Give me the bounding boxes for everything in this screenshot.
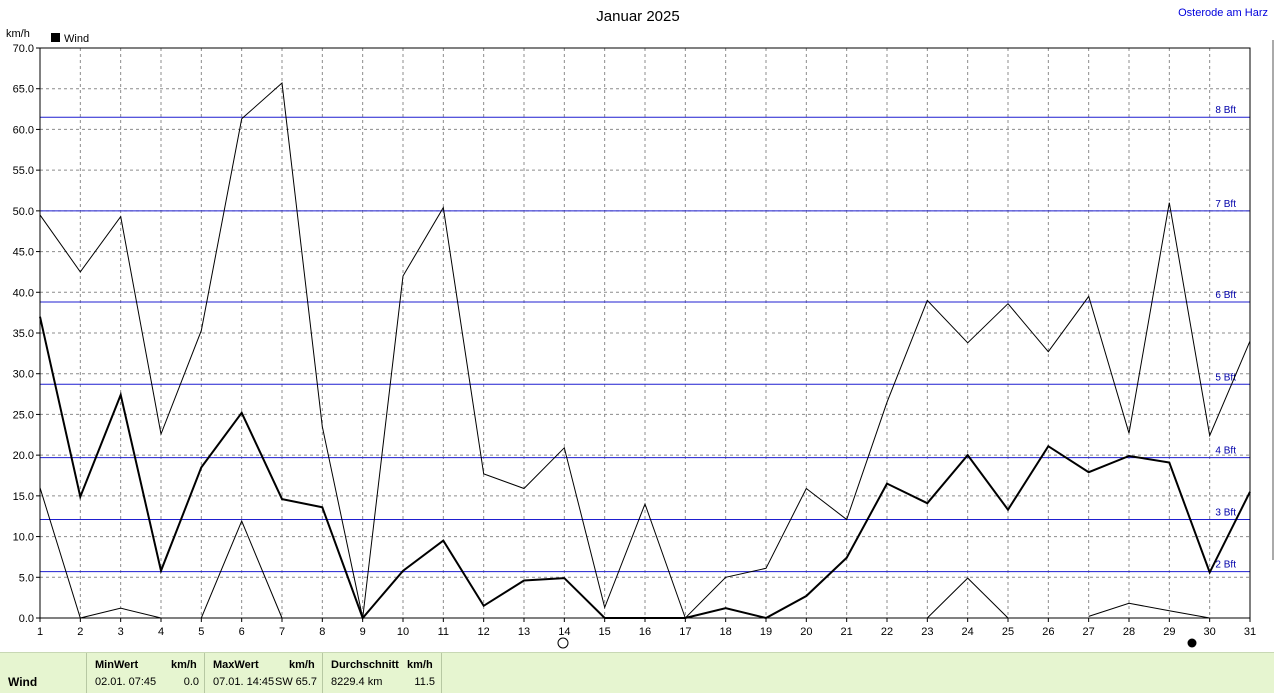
- stats-row-label: Wind: [8, 675, 38, 689]
- x-tick-label: 26: [1042, 626, 1054, 638]
- max-value: 65.7: [295, 676, 317, 688]
- min-line: [926, 577, 1009, 619]
- beaufort-label: 2 Bft: [1215, 560, 1236, 571]
- x-tick-label: 30: [1204, 626, 1216, 638]
- max-header: MaxWert: [213, 659, 259, 671]
- y-tick-label: 45.0: [13, 247, 34, 259]
- x-tick-label: 28: [1123, 626, 1135, 638]
- y-tick-label: 55.0: [13, 165, 34, 177]
- y-tick-label: 35.0: [13, 328, 34, 340]
- y-tick-label: 40.0: [13, 287, 34, 299]
- x-tick-label: 15: [599, 626, 611, 638]
- beaufort-label: 5 Bft: [1215, 372, 1236, 383]
- chart-title: Januar 2025: [596, 8, 679, 25]
- avg-header: Durchschnitt: [331, 659, 399, 671]
- y-tick-label: 25.0: [13, 409, 34, 421]
- min-unit: km/h: [171, 659, 197, 671]
- min-datetime: 02.01. 07:45: [95, 676, 157, 688]
- x-tick-label: 8: [319, 626, 325, 638]
- y-tick-label: 10.0: [13, 532, 34, 544]
- x-tick-label: 6: [239, 626, 245, 638]
- max-direction: SW: [275, 676, 293, 688]
- wind-chart: Januar 2025 Osterode am Harz km/h Wind 2…: [6, 7, 1274, 649]
- x-tick-label: 10: [397, 626, 409, 638]
- y-tick-label: 60.0: [13, 124, 34, 136]
- station-name: Osterode am Harz: [1178, 7, 1268, 19]
- y-tick-label: 70.0: [13, 43, 34, 55]
- series-max: [39, 81, 1251, 619]
- x-tick-label: 13: [518, 626, 530, 638]
- x-tick-label: 31: [1244, 626, 1256, 638]
- x-tick-label: 24: [962, 626, 974, 638]
- x-tick-label: 14: [558, 626, 570, 638]
- max-unit: km/h: [289, 659, 315, 671]
- avg-distance: 8229.4 km: [331, 676, 383, 688]
- avg-stats: Durchschnitt km/h 8229.4 km 11.5: [322, 653, 442, 693]
- beaufort-label: 4 Bft: [1215, 446, 1236, 457]
- new-moon-icon: [1187, 638, 1197, 648]
- beaufort-label: 3 Bft: [1215, 507, 1236, 518]
- x-tick-label: 27: [1083, 626, 1095, 638]
- x-tick-label: 16: [639, 626, 651, 638]
- min-header: MinWert: [95, 659, 139, 671]
- y-tick-label: 50.0: [13, 206, 34, 218]
- x-tick-label: 22: [881, 626, 893, 638]
- x-tick-label: 23: [921, 626, 933, 638]
- y-tick-label: 20.0: [13, 450, 34, 462]
- x-tick-label: 11: [438, 626, 449, 638]
- y-tick-label: 0.0: [19, 613, 34, 625]
- min-line: [1088, 602, 1210, 619]
- x-tick-label: 20: [800, 626, 812, 638]
- stats-panel: Wind MinWert km/h 02.01. 07:45 0.0 MaxWe…: [0, 652, 1274, 693]
- y-unit-label: km/h: [6, 28, 30, 40]
- avg-unit: km/h: [407, 659, 433, 671]
- full-moon-icon: [557, 637, 569, 649]
- series-min: [39, 487, 1210, 619]
- y-tick-label: 30.0: [13, 369, 34, 381]
- max-stats: MaxWert km/h 07.01. 14:45 SW 65.7: [204, 653, 323, 693]
- legend-swatch: [51, 33, 60, 42]
- x-tick-label: 3: [118, 626, 124, 638]
- x-tick-label: 18: [720, 626, 732, 638]
- beaufort-label: 8 Bft: [1215, 105, 1236, 116]
- beaufort-label: 7 Bft: [1215, 199, 1236, 210]
- x-tick-label: 4: [158, 626, 164, 638]
- legend-label: Wind: [64, 33, 89, 45]
- min-stats: MinWert km/h 02.01. 07:45 0.0: [86, 653, 205, 693]
- y-tick-label: 5.0: [19, 572, 34, 584]
- y-tick-label: 15.0: [13, 491, 34, 503]
- beaufort-label: 6 Bft: [1215, 290, 1236, 301]
- avg-value: 11.5: [414, 676, 435, 688]
- x-tick-label: 9: [360, 626, 366, 638]
- max-line: [39, 81, 1251, 619]
- x-tick-label: 2: [77, 626, 83, 638]
- x-tick-label: 7: [279, 626, 285, 638]
- x-tick-label: 29: [1163, 626, 1175, 638]
- x-tick-label: 1: [37, 626, 43, 638]
- x-tick-label: 21: [841, 626, 853, 638]
- x-tick-label: 25: [1002, 626, 1014, 638]
- max-datetime: 07.01. 14:45: [213, 676, 275, 688]
- min-value: 0.0: [183, 676, 199, 688]
- x-tick-label: 12: [478, 626, 490, 638]
- y-tick-label: 65.0: [13, 84, 34, 96]
- x-tick-label: 17: [679, 626, 691, 638]
- x-tick-label: 19: [760, 626, 772, 638]
- x-tick-label: 5: [198, 626, 204, 638]
